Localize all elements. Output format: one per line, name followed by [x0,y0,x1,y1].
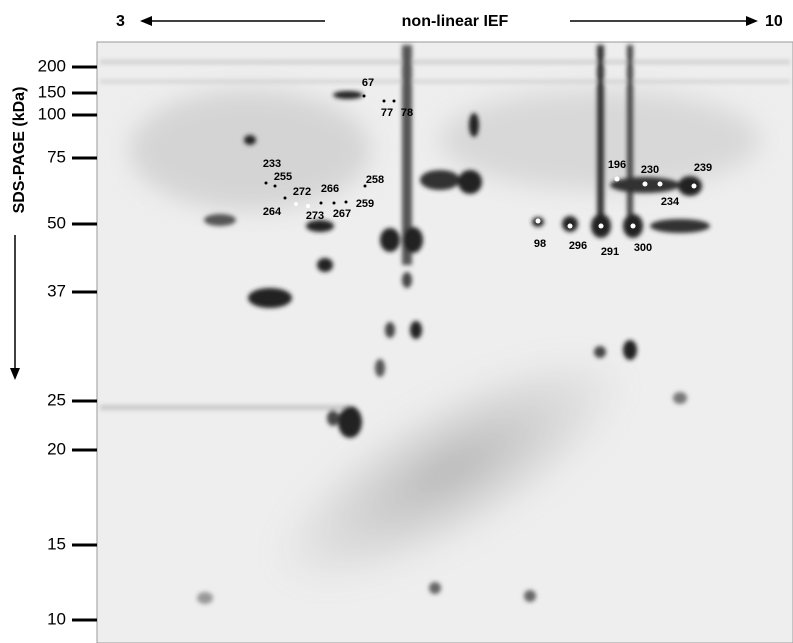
mw-label: 25 [47,390,66,409]
arrowhead [140,16,152,26]
gel [96,41,793,643]
mw-label: 20 [47,439,66,458]
mw-label: 10 [47,609,66,628]
spot-label: 255 [274,171,292,183]
ph-low: 3 [116,13,125,30]
arrowhead [10,368,20,380]
spot-label: 264 [263,206,282,218]
spot-label: 267 [333,208,351,220]
spot-label: 296 [569,240,587,252]
y-axis-label: SDS-PAGE (kDa) [11,87,28,214]
mw-label: 37 [47,281,66,300]
spot-label: 230 [641,164,659,176]
spot-label: 272 [293,186,311,198]
spot-label: 234 [661,196,680,208]
title: non-linear IEF [402,13,509,30]
mw-label: 50 [47,213,66,232]
spot-label: 239 [694,162,712,174]
mw-markers: 200 150 100 75 50 37 25 20 15 10 [38,56,97,628]
arrowhead [746,16,758,26]
mw-label: 15 [47,534,66,553]
mw-label: 150 [38,82,66,101]
spot-label: 98 [534,238,546,250]
spot-label: 196 [608,159,626,171]
spot-labels: 67 77 78 233 255 272 266 258 264 273 267… [263,77,712,258]
spot-label: 266 [321,183,339,195]
spot-label: 67 [362,77,374,89]
mw-label: 100 [38,104,66,123]
spot-label: 77 [381,107,393,119]
mw-label: 200 [38,56,66,75]
spot-label: 273 [306,210,324,222]
ph-high: 10 [765,13,783,30]
mw-label: 75 [47,147,66,166]
spot-label: 258 [366,174,384,186]
spot-label: 300 [634,242,652,254]
spot-label: 78 [401,107,413,119]
spot-label: 291 [601,246,619,258]
spot-label: 259 [356,198,374,210]
spot-label: 233 [263,158,281,170]
